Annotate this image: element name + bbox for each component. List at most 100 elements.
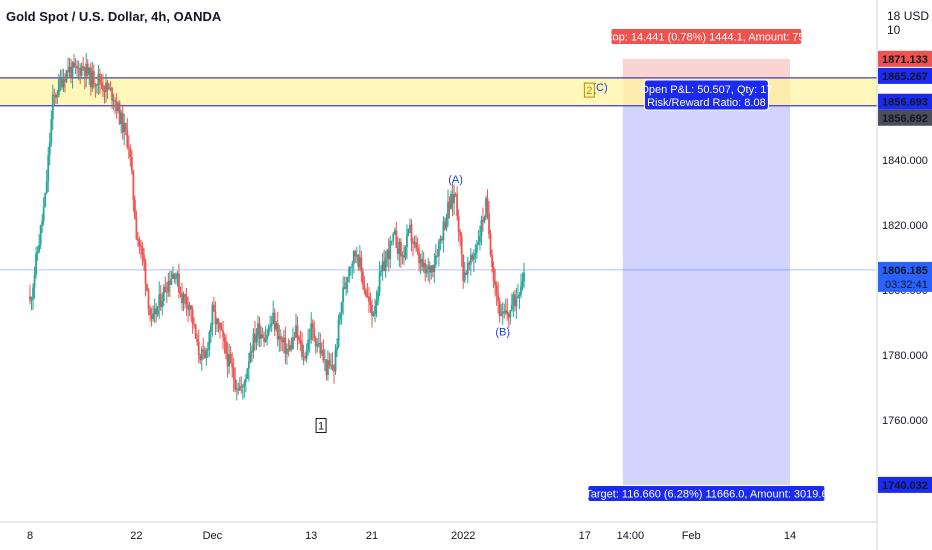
candle <box>112 100 115 102</box>
candle <box>358 257 361 267</box>
candle <box>39 225 42 245</box>
candle <box>498 301 501 316</box>
candle <box>375 300 378 306</box>
candle <box>354 251 357 257</box>
candle <box>366 296 369 298</box>
candle <box>482 219 484 222</box>
candle <box>38 244 41 252</box>
candle <box>475 245 478 253</box>
candle <box>188 305 191 310</box>
candle <box>179 292 182 294</box>
candle <box>82 66 85 68</box>
wave-label: (B) <box>495 327 510 339</box>
candle <box>222 330 224 338</box>
candle <box>386 250 389 259</box>
candle <box>120 112 123 124</box>
candle <box>278 335 281 340</box>
candle <box>433 264 436 273</box>
candle <box>185 296 188 305</box>
candle <box>348 267 351 278</box>
zone-bottom-price-tag-bg <box>878 109 932 126</box>
candle <box>393 230 396 234</box>
candle <box>237 388 240 391</box>
candle <box>135 218 138 239</box>
target-price-tag-bg <box>878 476 932 493</box>
candle <box>410 224 413 242</box>
candle <box>451 193 454 204</box>
candle <box>310 323 313 340</box>
candle <box>105 82 107 93</box>
x-tick-label: Dec <box>203 530 223 542</box>
candle <box>80 66 83 76</box>
candle <box>409 224 411 230</box>
candle <box>369 301 372 305</box>
candle <box>352 251 355 264</box>
candle <box>337 319 340 347</box>
candle <box>162 286 165 301</box>
candle <box>226 353 229 367</box>
candle <box>252 333 255 352</box>
candle <box>456 194 459 216</box>
candle <box>205 349 208 358</box>
candle <box>164 286 167 293</box>
candle <box>229 354 232 363</box>
candle <box>407 229 410 235</box>
price-axis[interactable]: 1760.0001780.0001800.0001820.0001840.000… <box>876 0 932 550</box>
candle <box>217 318 220 323</box>
candle <box>357 255 360 267</box>
wave-box-1 <box>315 418 327 433</box>
candle <box>65 70 68 82</box>
candle <box>126 130 129 148</box>
candle <box>437 241 440 257</box>
candle <box>32 287 34 300</box>
candle <box>76 66 79 69</box>
candle <box>398 241 401 255</box>
candle <box>30 299 33 301</box>
candle <box>67 70 69 73</box>
wave-label: (C) <box>592 82 607 94</box>
time-axis[interactable]: 8 22 Dec 13 21 2022 17 14:00 Feb 14 <box>0 521 877 542</box>
candle <box>171 273 174 279</box>
candle <box>492 266 495 282</box>
candle <box>512 294 515 305</box>
candle <box>380 270 383 273</box>
candle <box>54 95 57 98</box>
candle <box>345 282 348 289</box>
candle <box>29 296 31 301</box>
candle <box>491 254 493 267</box>
zone-bottom-price-tag: 1856.692 <box>882 113 928 125</box>
candle <box>434 255 437 265</box>
candle <box>73 62 75 67</box>
candle <box>61 78 63 88</box>
candle <box>92 71 95 85</box>
candle <box>68 66 71 73</box>
x-tick-label: 21 <box>366 530 378 542</box>
candle <box>99 73 101 83</box>
candle <box>255 335 258 343</box>
candle <box>124 123 127 131</box>
candle <box>182 293 185 304</box>
candle <box>223 337 226 342</box>
candle <box>450 193 452 209</box>
candle <box>395 230 398 248</box>
candle <box>501 311 504 314</box>
candle <box>200 349 203 361</box>
candle <box>42 206 45 221</box>
candle <box>448 201 451 209</box>
candle <box>419 259 422 264</box>
candle <box>231 362 234 368</box>
rr-text: Risk/Reward Ratio: 8.08 <box>647 97 766 109</box>
candle <box>57 79 60 95</box>
candle <box>70 66 72 78</box>
candle <box>416 247 419 252</box>
candle <box>115 101 118 112</box>
candle <box>517 296 519 299</box>
candle <box>106 82 109 90</box>
x-tick-label: 13 <box>305 530 317 542</box>
candle <box>41 220 44 226</box>
candle <box>292 337 294 349</box>
x-tick-label: Feb <box>682 530 701 542</box>
candle <box>123 123 126 133</box>
